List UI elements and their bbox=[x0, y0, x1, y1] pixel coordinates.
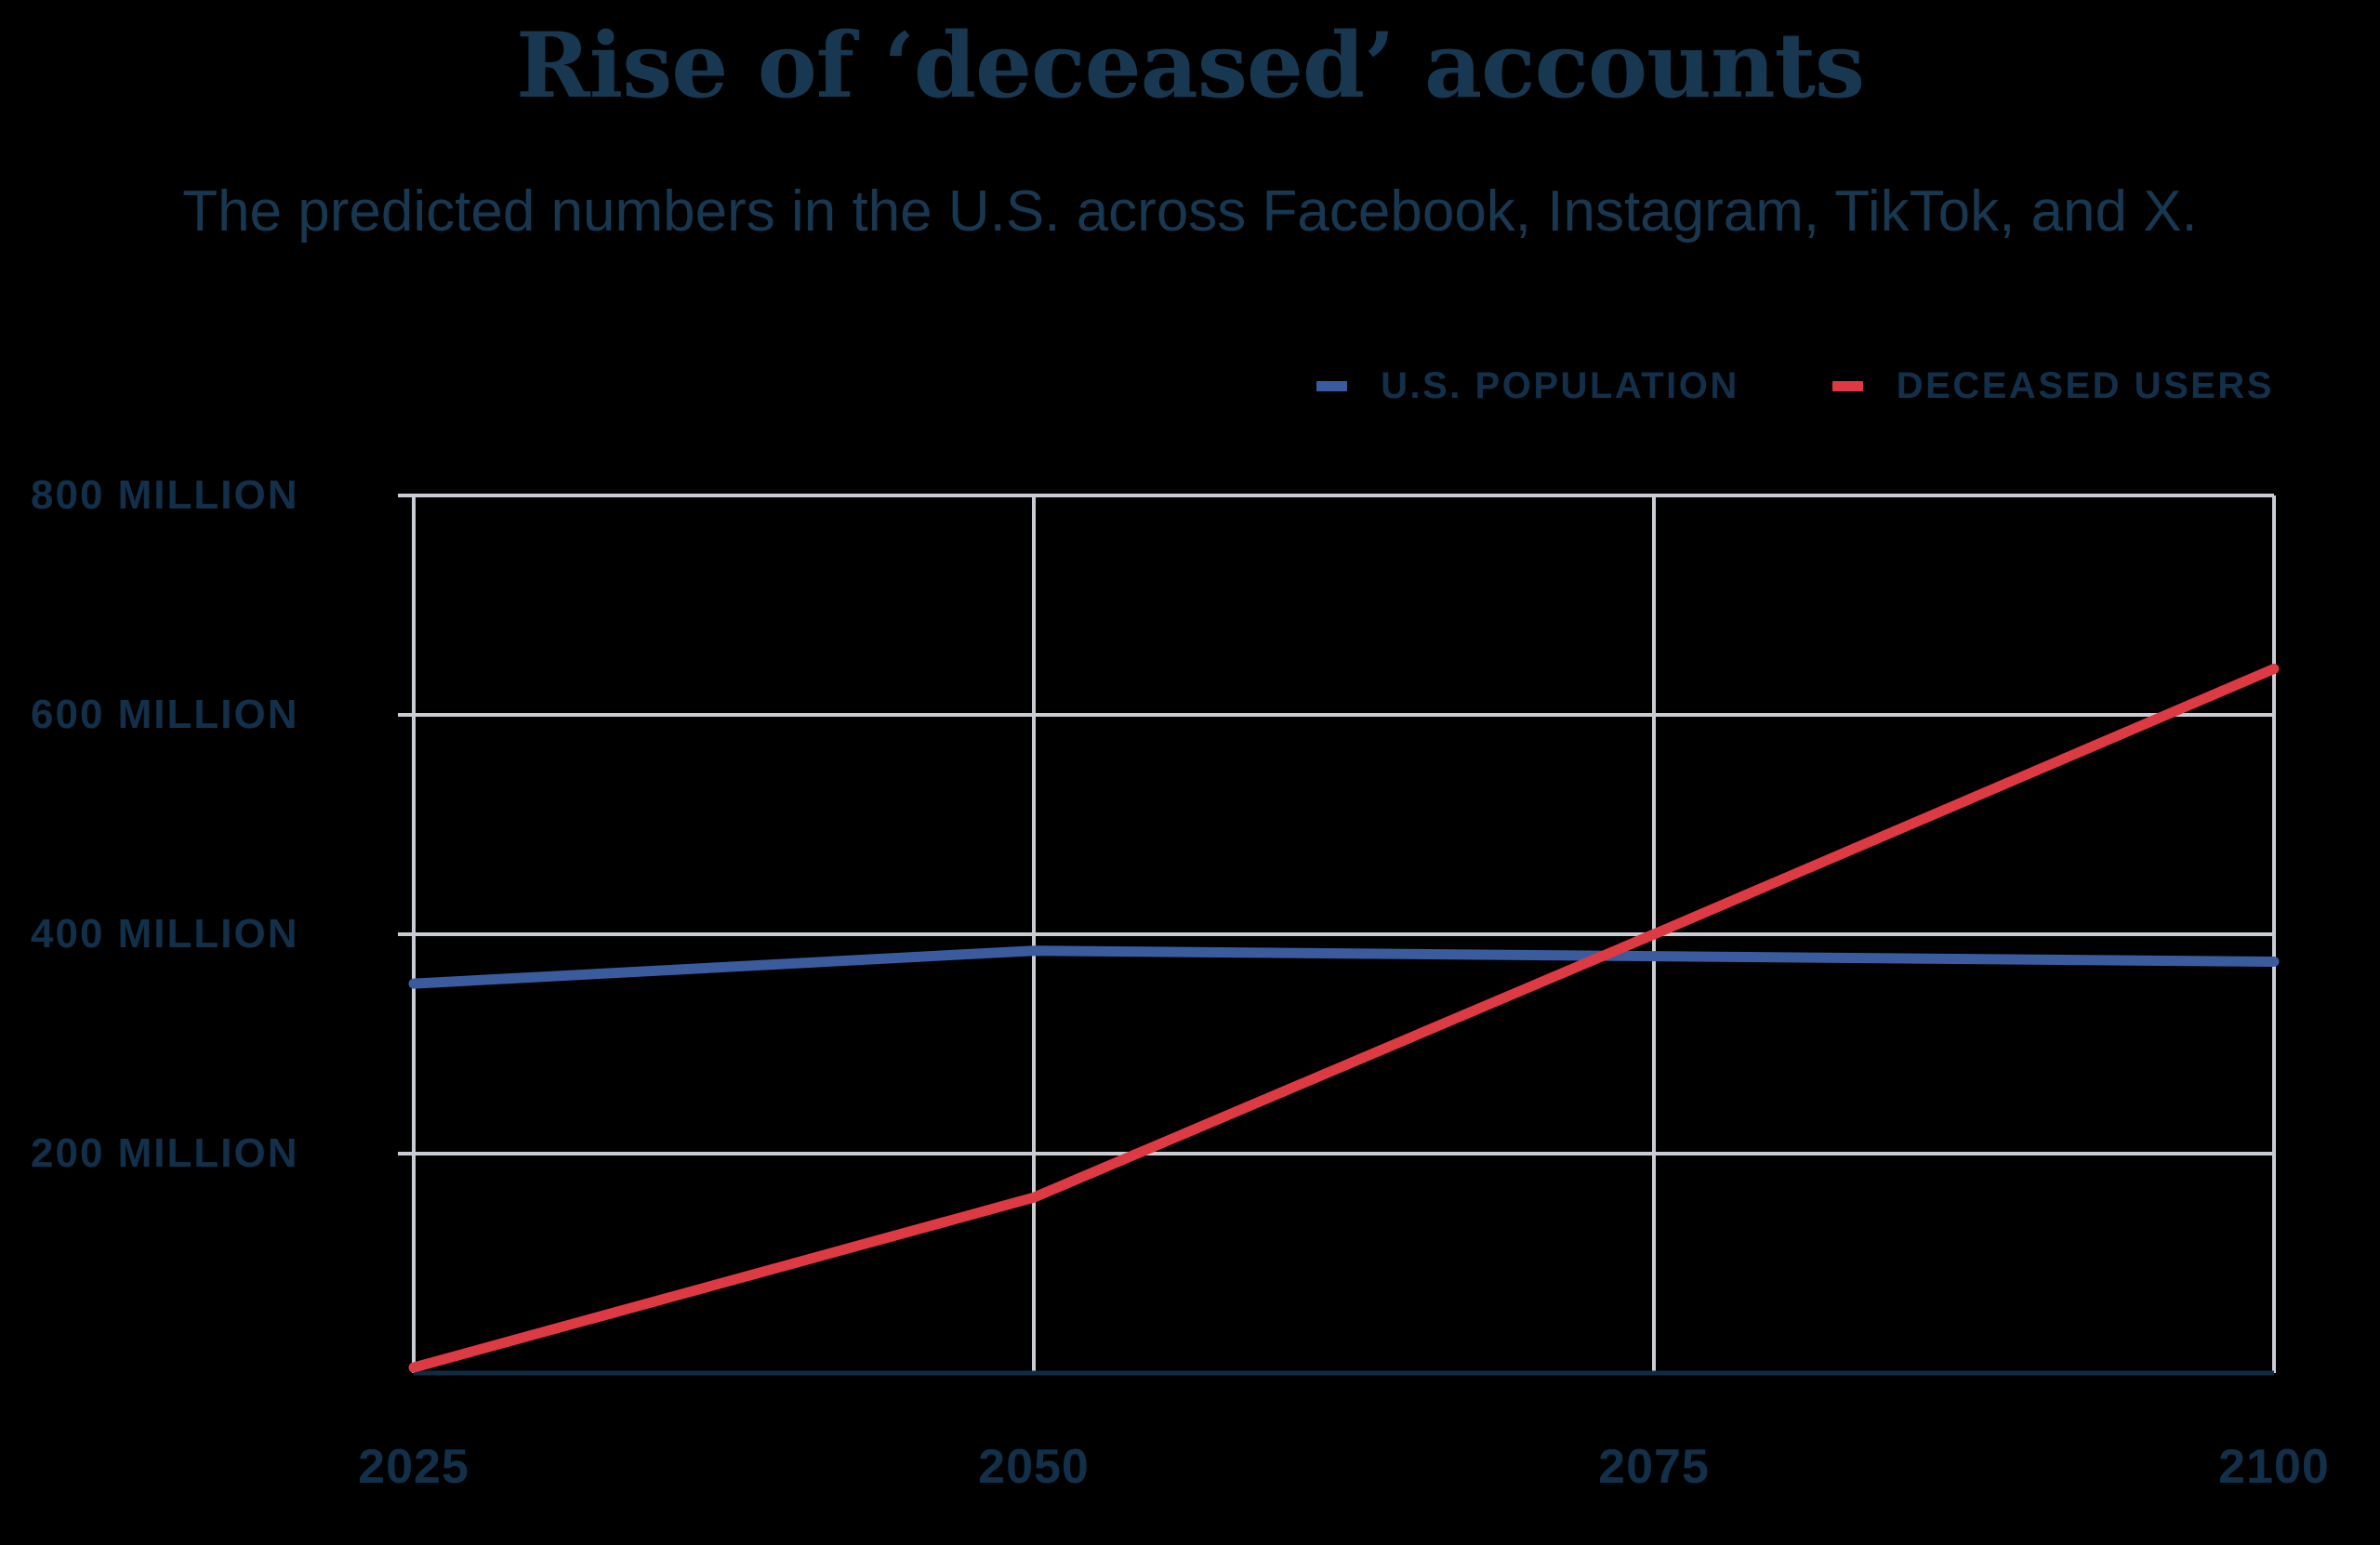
legend: U.S. POPULATION DECEASED USERS bbox=[1316, 365, 2274, 407]
legend-item-us-population: U.S. POPULATION bbox=[1316, 365, 1739, 407]
legend-item-deceased-users: DECEASED USERS bbox=[1831, 365, 2274, 407]
chart-title: Rise of ‘deceased’ accounts bbox=[515, 13, 1865, 118]
x-axis-label-2025: 2025 bbox=[358, 1440, 469, 1494]
x-axis-label-2075: 2075 bbox=[1598, 1440, 1710, 1494]
chart-subtitle: The predicted numbers in the U.S. across… bbox=[182, 179, 2198, 244]
x-axis-label-2050: 2050 bbox=[978, 1440, 1090, 1494]
legend-swatch-icon bbox=[1831, 381, 1863, 391]
legend-swatch-icon bbox=[1316, 381, 1348, 391]
y-axis-label-600m: 600 MILLION bbox=[31, 692, 299, 737]
y-axis-label-800m: 800 MILLION bbox=[31, 472, 299, 518]
legend-label-deceased-users: DECEASED USERS bbox=[1896, 365, 2274, 406]
y-axis-label-400m: 400 MILLION bbox=[31, 911, 299, 957]
x-axis-label-2100: 2100 bbox=[2218, 1440, 2330, 1494]
y-axis-label-200m: 200 MILLION bbox=[31, 1130, 299, 1176]
legend-label-us-population: U.S. POPULATION bbox=[1381, 365, 1739, 406]
